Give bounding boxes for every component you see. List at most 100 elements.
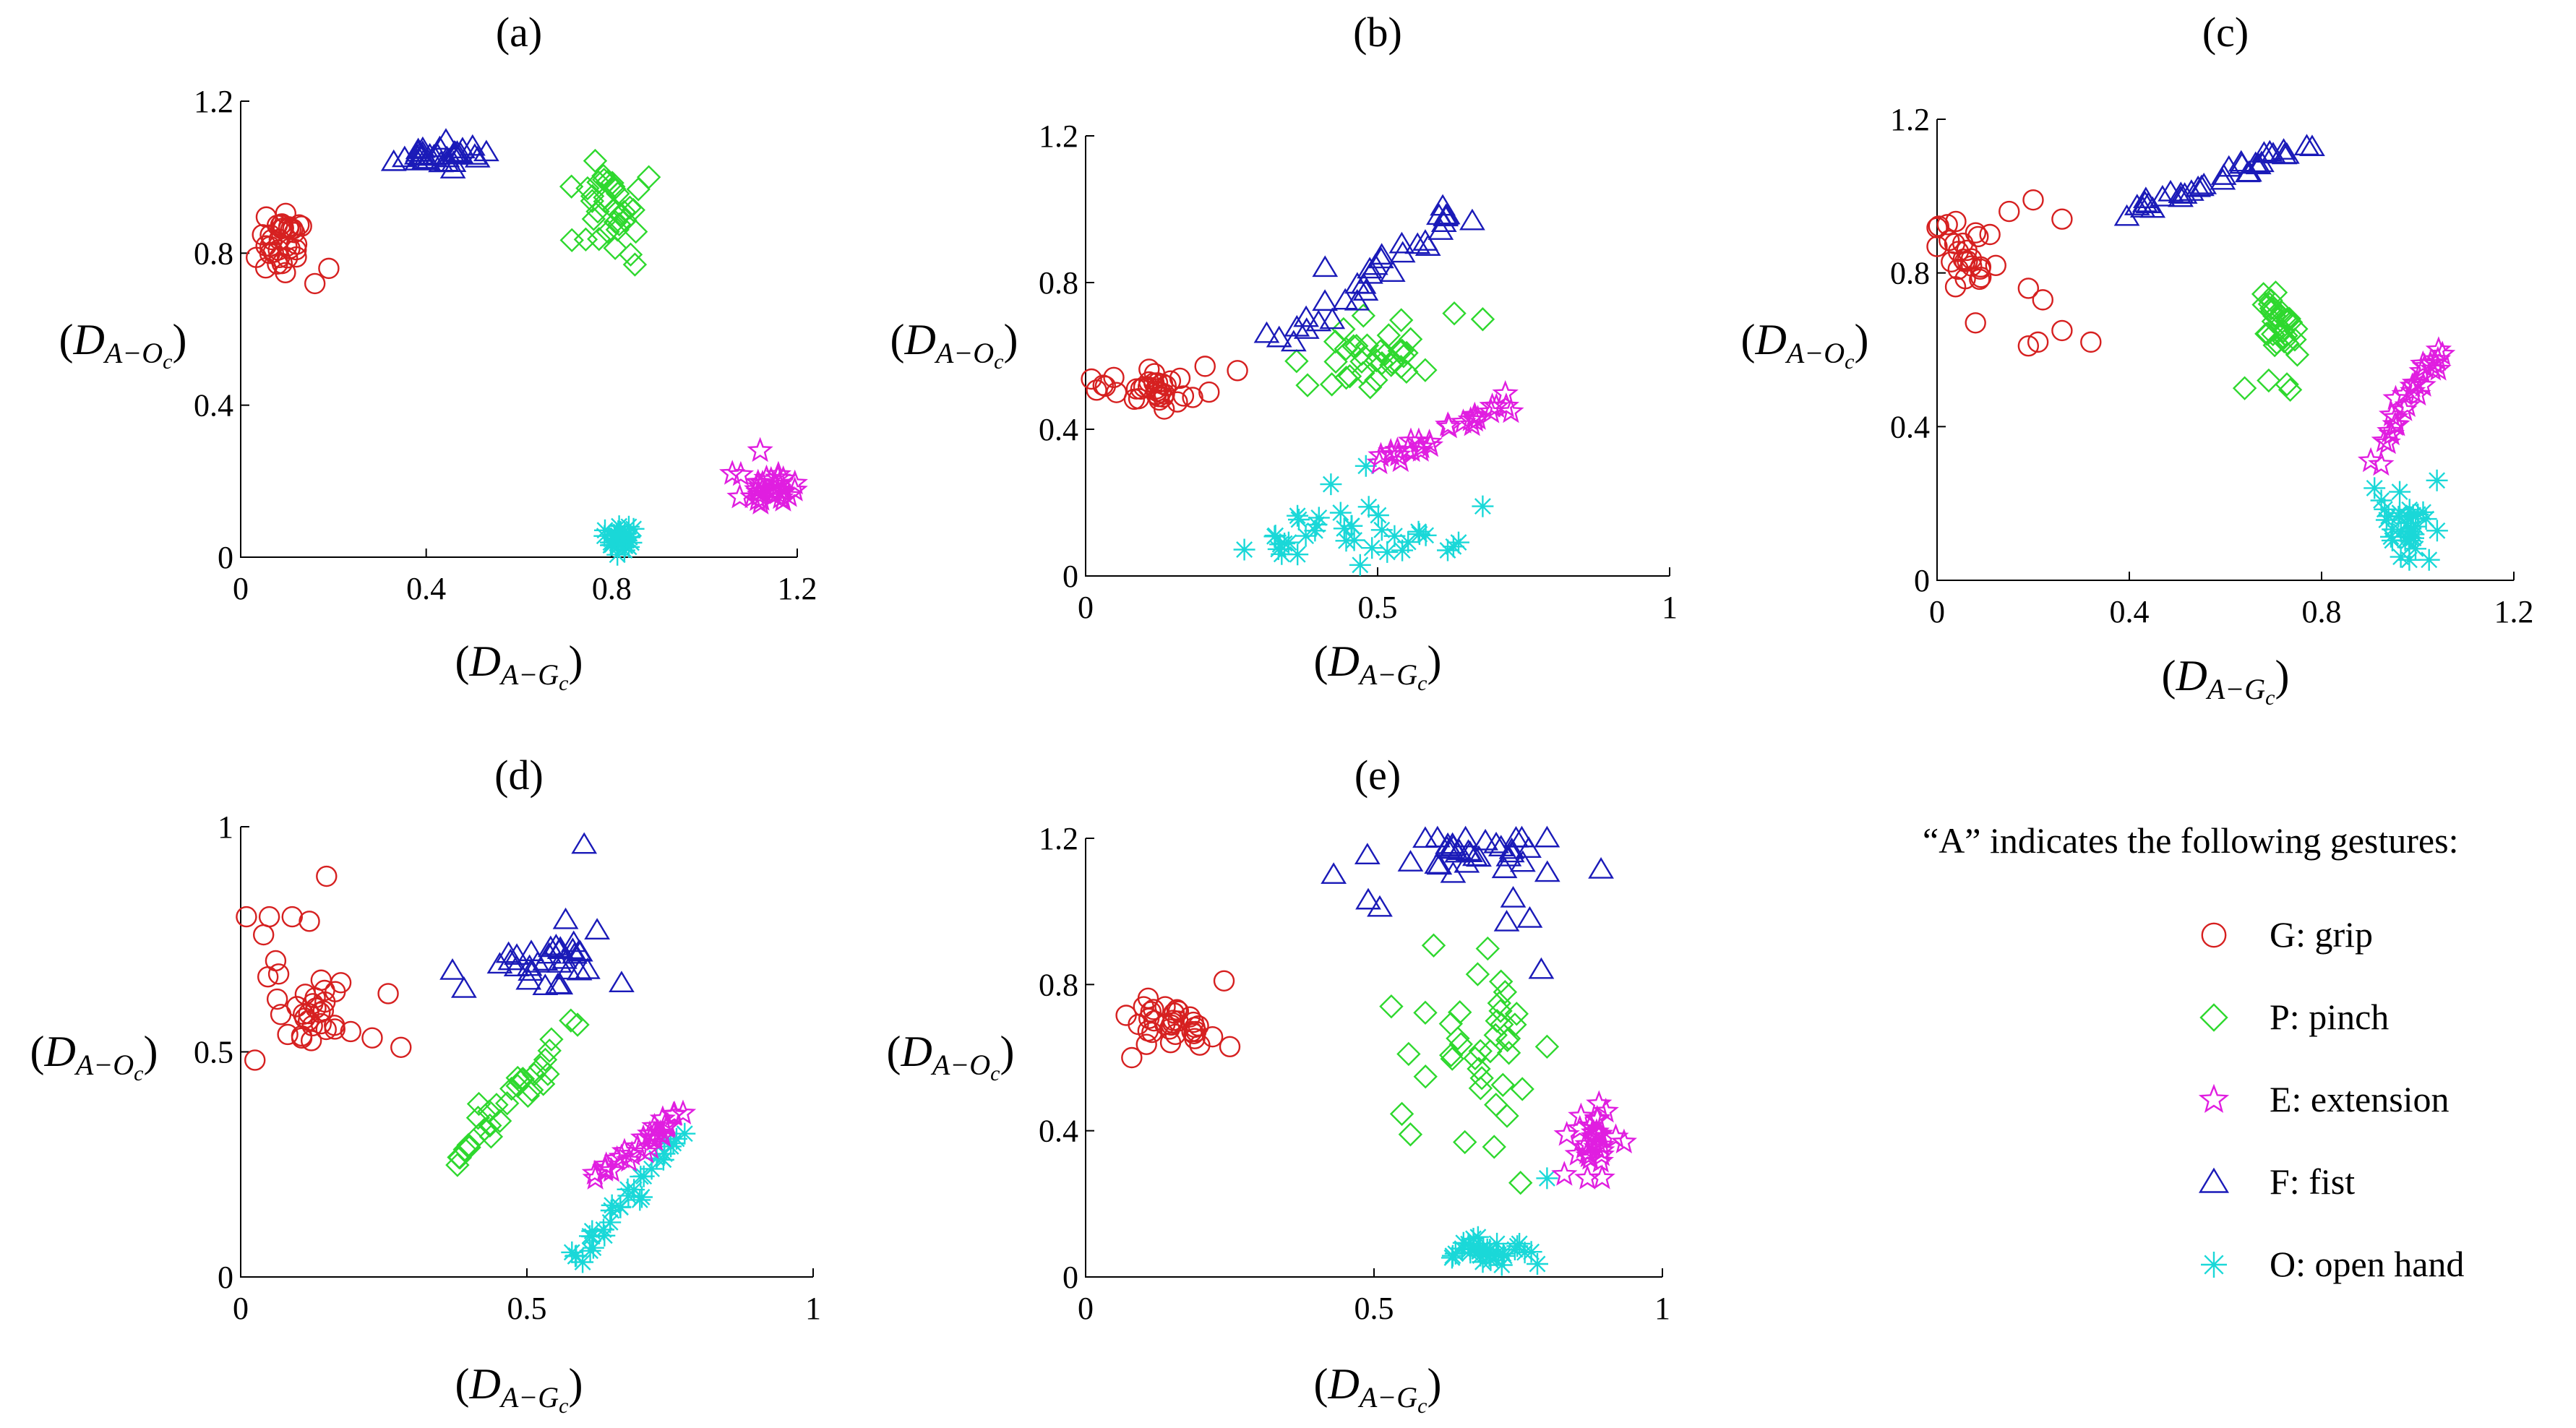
data-point: [609, 1196, 632, 1218]
data-point: [1417, 431, 1444, 457]
y-tick-label: 0: [1062, 1260, 1078, 1295]
data-point: [1367, 504, 1389, 526]
data-point: [561, 942, 588, 964]
data-point: [2124, 194, 2150, 215]
data-point: [1312, 255, 1339, 278]
data-point: [1267, 538, 1289, 560]
data-point: [270, 1004, 292, 1025]
series-triangle: [380, 128, 499, 178]
data-point: [1368, 339, 1393, 364]
data-point: [2245, 152, 2272, 175]
data-point: [1287, 504, 1309, 527]
legend-marker-triangle: [2198, 1167, 2230, 1193]
data-point: [1961, 255, 1983, 277]
data-point: [2257, 368, 2281, 393]
data-point: [265, 950, 287, 972]
data-point: [593, 1224, 616, 1247]
data-point: [277, 1023, 299, 1046]
data-point: [582, 1236, 604, 1259]
data-point: [1442, 536, 1464, 558]
data-point: [653, 1143, 676, 1165]
data-point: [594, 519, 616, 541]
data-point: [2277, 377, 2303, 403]
data-point: [1475, 936, 1500, 961]
data-point: [1194, 356, 1216, 377]
data-point: [1534, 1034, 1560, 1059]
data-point: [1485, 1008, 1509, 1033]
data-point: [1586, 1090, 1613, 1116]
data-point: [1269, 533, 1292, 556]
data-point: [1469, 1239, 1491, 1261]
series-star: [1551, 1090, 1637, 1190]
data-point: [1407, 520, 1430, 543]
data-point: [607, 212, 632, 237]
data-point: [1305, 309, 1332, 332]
data-point: [1397, 531, 1420, 553]
x-axis-label: (DA−Gc): [2162, 652, 2290, 710]
data-point: [252, 224, 273, 246]
data-point: [281, 906, 303, 928]
data-point: [1323, 349, 1348, 374]
data-point: [1219, 1036, 1241, 1058]
series-diamond: [559, 148, 661, 277]
data-point: [1266, 325, 1292, 348]
series-triangle: [2113, 134, 2325, 226]
data-point: [2382, 518, 2404, 541]
panel-e: (e) 0 0.5 1 0 0.4 0.8 1.2 (DA−Gc) (DA−Oc): [887, 752, 1670, 1418]
y-tick-label: 0.4: [1890, 409, 1930, 444]
data-point: [1354, 455, 1377, 477]
data-point: [2389, 502, 2410, 524]
x-axis-label: (DA−Gc): [455, 1360, 583, 1418]
legend-marker-circle: [2201, 922, 2227, 948]
data-point: [636, 165, 661, 189]
data-point: [1468, 1076, 1493, 1101]
data-point: [1271, 543, 1293, 565]
data-point: [2132, 186, 2159, 209]
y-tick-label: 0.4: [1039, 412, 1078, 447]
data-point: [1468, 1038, 1493, 1064]
data-point: [1368, 246, 1394, 269]
data-point: [581, 207, 606, 231]
data-point: [1520, 1241, 1542, 1263]
data-point: [1941, 251, 1962, 272]
data-point: [2210, 163, 2237, 185]
data-point: [478, 1124, 504, 1149]
data-point: [1496, 1041, 1521, 1065]
data-point: [1438, 1011, 1464, 1036]
data-point: [520, 1078, 544, 1102]
data-point: [2017, 335, 2040, 357]
data-point: [1341, 334, 1366, 358]
series-star: [1366, 379, 1524, 475]
x-axis-label: (DA−Gc): [455, 637, 583, 695]
data-point: [606, 181, 630, 206]
data-point: [1503, 1239, 1526, 1260]
data-point: [2382, 384, 2409, 410]
data-point: [546, 951, 572, 973]
data-point: [285, 246, 307, 268]
data-point: [1349, 554, 1371, 576]
data-point: [2080, 331, 2102, 353]
data-point: [275, 262, 296, 284]
scatter-panels: (a)0 0.4 0.8 1.200.40.81.2(DA−Gc)(DA−Oc)(b)…: [30, 9, 2534, 1418]
series-circle: [1926, 189, 2102, 357]
data-point: [1446, 1026, 1470, 1051]
data-point: [2420, 356, 2447, 381]
data-point: [592, 1156, 619, 1182]
data-point: [1308, 507, 1330, 529]
data-point: [525, 950, 551, 973]
data-point: [640, 1120, 668, 1145]
data-point: [543, 933, 570, 955]
data-point: [1414, 234, 1441, 256]
data-point: [2397, 506, 2419, 528]
data-point: [1398, 1122, 1423, 1147]
data-point: [1284, 349, 1309, 374]
data-point: [1969, 268, 1991, 291]
x-tick-label: 0.5: [1354, 1291, 1394, 1326]
data-point: [252, 924, 275, 946]
data-point: [377, 983, 399, 1005]
data-point: [1965, 312, 1986, 334]
data-point: [1184, 1028, 1206, 1049]
data-point: [1495, 1028, 1520, 1052]
data-point: [2017, 278, 2040, 299]
y-tick-label: 0: [218, 1260, 233, 1295]
